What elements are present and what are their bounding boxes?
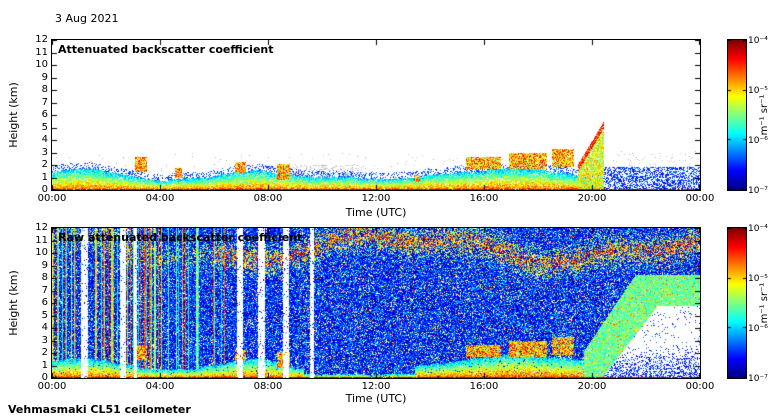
y-tick-label: 10 bbox=[35, 59, 48, 70]
y-tick-label: 8 bbox=[41, 84, 48, 95]
y-tick-label: 6 bbox=[41, 297, 48, 308]
colorbar-tick-label: 10⁻⁷ bbox=[748, 186, 768, 196]
y-axis-label-bottom: Height (km) bbox=[7, 270, 20, 336]
y-tick-label: 7 bbox=[41, 284, 48, 296]
y-tick-label: 9 bbox=[41, 71, 48, 83]
y-tick-label: 5 bbox=[41, 309, 48, 321]
heatmap-top-panel bbox=[51, 39, 701, 191]
y-tick-label: 12 bbox=[35, 222, 48, 233]
y-tick-label: 5 bbox=[41, 121, 48, 133]
x-tick-label: 20:00 bbox=[577, 193, 607, 204]
y-tick-label: 0 bbox=[41, 184, 48, 195]
y-tick-label: 7 bbox=[41, 96, 48, 108]
x-tick-label: 12:00 bbox=[361, 381, 391, 392]
colorbar-unit-bottom: m⁻¹ sr⁻¹ bbox=[759, 282, 770, 324]
x-tick-label: 04:00 bbox=[145, 381, 175, 392]
y-tick-label: 1 bbox=[41, 359, 48, 371]
x-tick-label: 08:00 bbox=[253, 193, 283, 204]
y-tick-label: 3 bbox=[41, 146, 48, 158]
x-tick-label: 20:00 bbox=[577, 381, 607, 392]
panel-title-bottom: Raw attenuated backscatter coefficient bbox=[58, 231, 303, 244]
x-tick-label: 08:00 bbox=[253, 381, 283, 392]
colorbar-tick-label: 10⁻⁶ bbox=[748, 324, 768, 334]
date-label: 3 Aug 2021 bbox=[55, 12, 119, 25]
y-tick-label: 2 bbox=[41, 347, 48, 358]
y-tick-label: 0 bbox=[41, 372, 48, 383]
y-tick-label: 11 bbox=[35, 234, 48, 246]
colorbar-unit-top: m⁻¹ sr⁻¹ bbox=[759, 94, 770, 136]
x-tick-label: 00:00 bbox=[37, 381, 67, 392]
colorbar-top bbox=[727, 39, 747, 191]
y-axis-label-top: Height (km) bbox=[7, 82, 20, 148]
y-tick-label: 1 bbox=[41, 171, 48, 183]
y-tick-label: 4 bbox=[41, 322, 48, 333]
x-tick-label: 00:00 bbox=[37, 193, 67, 204]
x-axis-label-bottom: Time (UTC) bbox=[345, 392, 407, 405]
colorbar-tick-label: 10⁻⁴ bbox=[748, 224, 768, 234]
colorbar-tick-label: 10⁻⁵ bbox=[748, 274, 768, 284]
x-tick-label: 04:00 bbox=[145, 193, 175, 204]
instrument-label: Vehmasmaki CL51 ceilometer bbox=[8, 403, 191, 416]
colorbar-bottom bbox=[727, 227, 747, 379]
y-tick-label: 4 bbox=[41, 134, 48, 145]
y-tick-label: 10 bbox=[35, 247, 48, 258]
colorbar-tick-label: 10⁻⁵ bbox=[748, 86, 768, 96]
y-tick-label: 6 bbox=[41, 109, 48, 120]
panel-title-top: Attenuated backscatter coefficient bbox=[58, 43, 274, 56]
y-tick-label: 3 bbox=[41, 334, 48, 346]
y-tick-label: 12 bbox=[35, 34, 48, 45]
colorbar-tick-label: 10⁻⁶ bbox=[748, 136, 768, 146]
colorbar-tick-label: 10⁻⁴ bbox=[748, 36, 768, 46]
y-tick-label: 2 bbox=[41, 159, 48, 170]
x-tick-label: 00:00 bbox=[685, 193, 715, 204]
x-tick-label: 16:00 bbox=[469, 381, 499, 392]
y-tick-label: 8 bbox=[41, 272, 48, 283]
y-tick-label: 9 bbox=[41, 259, 48, 271]
colorbar-tick-label: 10⁻⁷ bbox=[748, 374, 768, 384]
x-tick-label: 00:00 bbox=[685, 381, 715, 392]
heatmap-bottom-panel bbox=[51, 227, 701, 379]
x-axis-label-top: Time (UTC) bbox=[345, 206, 407, 219]
x-tick-label: 12:00 bbox=[361, 193, 391, 204]
x-tick-label: 16:00 bbox=[469, 193, 499, 204]
y-tick-label: 11 bbox=[35, 46, 48, 58]
